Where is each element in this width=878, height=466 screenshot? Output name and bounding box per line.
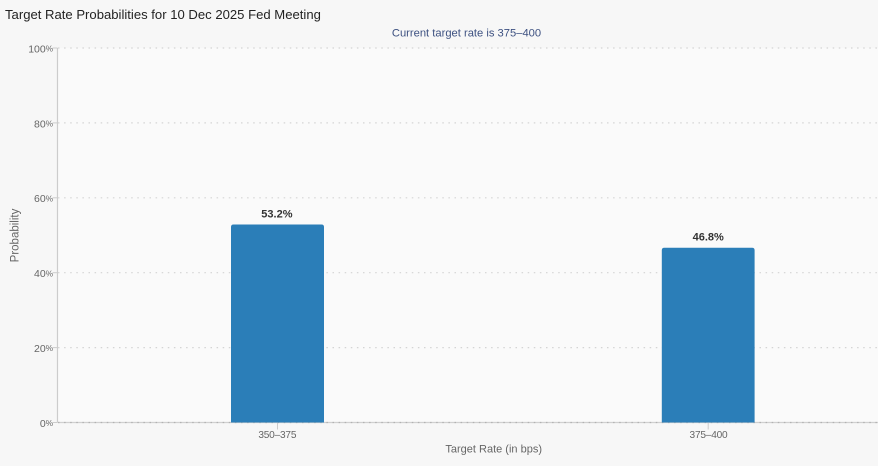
- svg-text:Current target rate is 375–400: Current target rate is 375–400: [392, 28, 541, 40]
- svg-text:20%: 20%: [34, 343, 53, 355]
- svg-text:Target Rate Probabilities for: Target Rate Probabilities for 10 Dec 202…: [5, 7, 321, 22]
- svg-text:100%: 100%: [28, 43, 53, 55]
- svg-text:375–400: 375–400: [690, 430, 728, 441]
- svg-text:40%: 40%: [34, 268, 53, 280]
- svg-text:350–375: 350–375: [258, 430, 296, 441]
- svg-text:0%: 0%: [40, 418, 53, 430]
- svg-text:80%: 80%: [34, 118, 53, 130]
- svg-text:60%: 60%: [34, 193, 53, 205]
- svg-text:53.2%: 53.2%: [261, 209, 292, 221]
- svg-text:Probability: Probability: [9, 208, 21, 262]
- svg-text:46.8%: 46.8%: [693, 232, 724, 244]
- svg-text:Target Rate (in bps): Target Rate (in bps): [445, 444, 542, 456]
